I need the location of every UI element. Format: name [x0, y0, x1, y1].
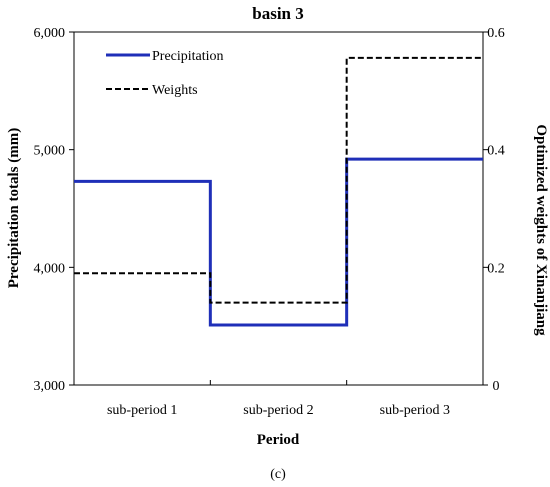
right-tick-label: 0.4 [487, 144, 505, 159]
series-layer [74, 56, 483, 327]
legend-precipitation-label: Precipitation [152, 49, 224, 64]
y-axis-left-label: Precipitation totals (mm) [6, 128, 22, 289]
right-tick-label: 0 [493, 379, 500, 394]
weights-line [74, 56, 483, 304]
y-axis-right-label: Optimized weights of Xinanjiang [533, 124, 549, 336]
left-tick-label: 5,000 [34, 144, 66, 159]
right-axis-ticks: 0 0.2 0.4 0.6 [483, 26, 505, 394]
x-tick-label: sub-period 2 [243, 403, 313, 418]
right-tick-label: 0.2 [487, 261, 505, 276]
x-tick-label: sub-period 1 [107, 403, 177, 418]
left-tick-label: 3,000 [34, 379, 66, 394]
left-tick-label: 6,000 [34, 26, 66, 41]
figure-caption: (c) [270, 467, 286, 482]
x-axis-label: Period [257, 432, 300, 448]
x-axis-ticks: sub-period 1 sub-period 2 sub-period 3 [107, 380, 450, 418]
plot-frame [73, 31, 484, 386]
left-tick-label: 4,000 [34, 261, 66, 276]
legend-weights-label: Weights [152, 83, 198, 98]
precipitation-line [74, 157, 483, 327]
chart-title: basin 3 [252, 4, 304, 23]
right-tick-label: 0.6 [487, 26, 505, 41]
left-axis-ticks: 3,000 4,000 5,000 6,000 [34, 26, 74, 394]
x-tick-label: sub-period 3 [380, 403, 450, 418]
legend: Precipitation Weights [106, 49, 224, 98]
